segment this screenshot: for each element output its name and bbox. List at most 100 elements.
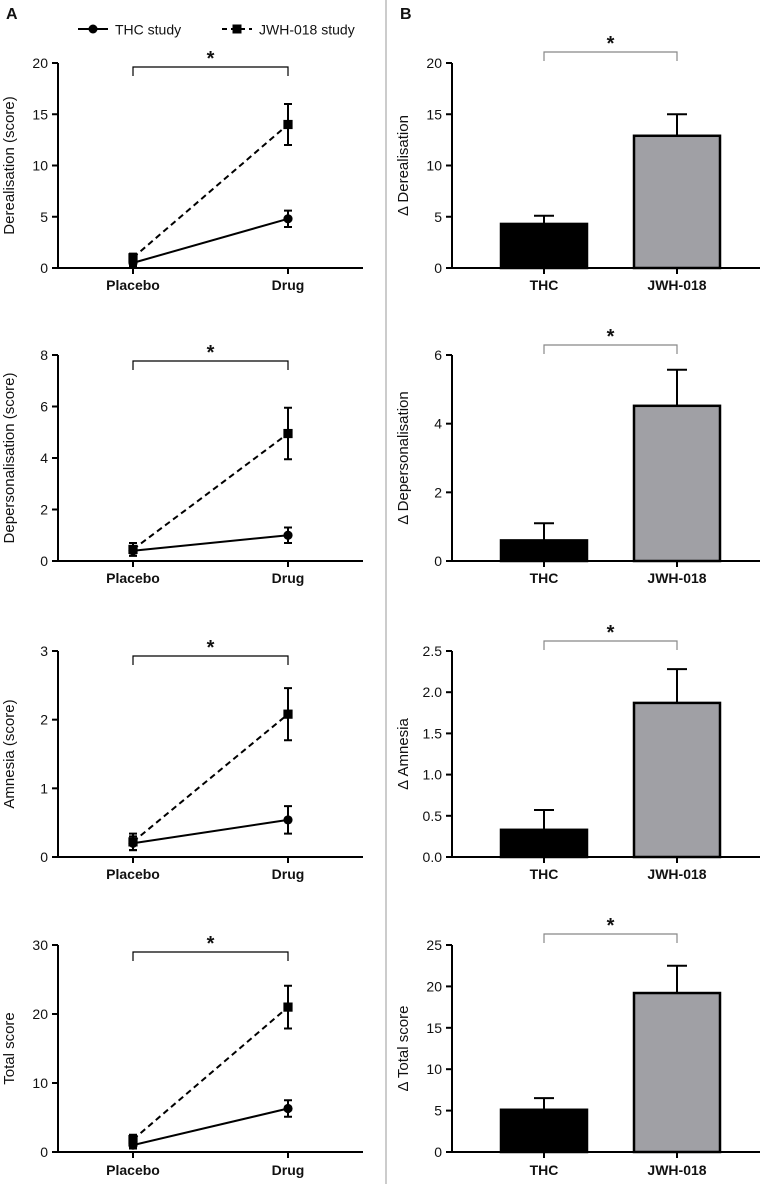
data-point-square <box>283 709 293 719</box>
panel-a-line-chart: 0 5 10 15 20 Placebo Drug Derealisation (score)… <box>1 48 363 293</box>
series-line <box>132 1006 289 1141</box>
bar-jwh-018 <box>632 701 722 859</box>
y-tick-label: 15 <box>426 1020 442 1036</box>
data-point-square <box>283 1002 293 1012</box>
panel-a-line-chart: 0 2 4 6 8 Placebo Drug Depersonalisation (score… <box>1 342 363 586</box>
y-axis-label: Derealisation (score) <box>1 96 18 234</box>
bar-thc <box>499 222 589 270</box>
x-tick-label: THC <box>530 866 559 882</box>
error-bar <box>534 214 554 224</box>
y-tick-label: 30 <box>32 937 48 953</box>
series-line <box>132 713 289 843</box>
y-tick-label: 0 <box>40 1144 48 1160</box>
error-bar <box>534 522 554 541</box>
y-tick-label: 15 <box>426 106 442 122</box>
error-bar <box>534 1097 554 1110</box>
x-tick-label: JWH-018 <box>647 570 706 586</box>
series-line <box>132 217 289 264</box>
significance-bracket <box>132 655 289 665</box>
error-bar <box>667 368 687 406</box>
x-tick-label: Placebo <box>106 866 160 882</box>
x-tick-label: THC <box>530 277 559 293</box>
legend-item: JWH-018 study <box>222 22 355 38</box>
y-tick-label: 5 <box>40 209 48 225</box>
panel-label-b: B <box>400 6 412 23</box>
y-tick-label: 2 <box>434 484 442 500</box>
jwh-018-study-series <box>128 984 293 1146</box>
thc-study-series <box>128 209 293 268</box>
y-tick-label: 2.0 <box>423 684 443 700</box>
panel-a-line-chart: 0 1 2 3 Placebo Drug Amnesia (score) * <box>1 637 363 882</box>
y-tick-label: 8 <box>40 347 48 363</box>
data-point-square <box>283 428 293 439</box>
data-point-square <box>283 119 293 130</box>
significance-bracket <box>543 640 678 650</box>
significance-star: * <box>207 48 215 70</box>
data-point-circle <box>283 1103 293 1114</box>
y-axis-label: Δ Derealisation <box>395 115 412 216</box>
x-tick-label: Placebo <box>106 1162 160 1178</box>
data-point-square <box>128 1134 138 1145</box>
jwh-018-study-series <box>128 687 293 852</box>
x-tick-label: Drug <box>272 570 305 586</box>
significance-star: * <box>607 622 615 644</box>
panel-a-line-chart: 0 10 20 30 Placebo Drug Total score * <box>1 933 363 1178</box>
x-tick-label: Placebo <box>106 277 160 293</box>
y-tick-label: 4 <box>40 450 48 466</box>
y-tick-label: 10 <box>32 158 48 174</box>
y-axis-label: Δ Depersonalisation <box>395 391 412 524</box>
y-tick-label: 1.0 <box>423 767 443 783</box>
data-point-square <box>128 544 138 555</box>
data-point-square <box>128 837 138 847</box>
x-tick-label: THC <box>530 1162 559 1178</box>
y-tick-label: 20 <box>426 978 442 994</box>
y-axis-label: Δ Total score <box>395 1006 412 1092</box>
significance-bracket <box>543 51 678 61</box>
y-tick-label: 20 <box>32 55 48 71</box>
panel-b-bar-chart: 0 5 10 15 20 25 THC JWH-018 Δ Total score * <box>395 915 760 1178</box>
bar-jwh-018 <box>632 991 722 1154</box>
x-tick-label: Placebo <box>106 570 160 586</box>
jwh-018-study-series <box>128 103 293 263</box>
panel-b-bar-chart: 0 5 10 15 20 THC JWH-018 Δ Derealisation * <box>395 33 760 293</box>
significance-star: * <box>207 637 215 659</box>
x-tick-label: JWH-018 <box>647 866 706 882</box>
y-tick-label: 20 <box>32 1006 48 1022</box>
series-line <box>132 1107 289 1147</box>
panel-b-bar-chart: 0.0 0.5 1.0 1.5 2.0 2.5 THC JWH-018 Δ Amnesia * <box>395 622 760 882</box>
y-tick-label: 5 <box>434 1103 442 1119</box>
legend-circle-marker <box>88 24 98 34</box>
significance-star: * <box>607 326 615 348</box>
bar-jwh-018 <box>632 404 722 563</box>
legend-label: JWH-018 study <box>259 22 355 38</box>
thc-study-series <box>128 1099 293 1150</box>
significance-bracket <box>132 360 289 370</box>
y-axis-label: Amnesia (score) <box>1 699 18 808</box>
y-tick-label: 10 <box>32 1075 48 1091</box>
data-point-square <box>128 253 138 263</box>
significance-star: * <box>207 342 215 364</box>
y-tick-label: 6 <box>434 347 442 363</box>
y-tick-label: 20 <box>426 55 442 71</box>
x-tick-label: THC <box>530 570 559 586</box>
y-tick-label: 4 <box>434 416 442 432</box>
legend-square-marker <box>232 24 242 34</box>
y-tick-label: 25 <box>426 937 442 953</box>
y-tick-label: 0 <box>40 849 48 865</box>
y-tick-label: 0.0 <box>423 849 443 865</box>
data-point-circle <box>283 214 293 224</box>
y-tick-label: 0.5 <box>423 808 443 824</box>
x-tick-label: Drug <box>272 1162 305 1178</box>
significance-star: * <box>607 915 615 937</box>
error-bar <box>667 668 687 703</box>
y-tick-label: 3 <box>40 643 48 659</box>
y-tick-label: 2 <box>40 712 48 728</box>
y-tick-label: 15 <box>32 106 48 122</box>
significance-star: * <box>207 933 215 955</box>
y-axis-label: Total score <box>1 1012 18 1085</box>
y-tick-label: 0 <box>40 260 48 276</box>
x-tick-label: JWH-018 <box>647 1162 706 1178</box>
y-axis-label: Depersonalisation (score) <box>1 373 18 544</box>
